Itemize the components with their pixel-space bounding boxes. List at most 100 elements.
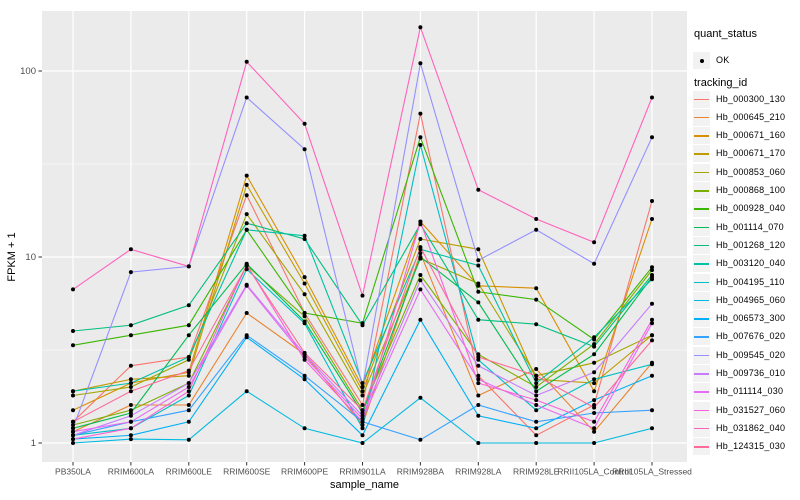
data-point [476,263,481,268]
data-point [650,333,654,338]
data-point [360,381,365,386]
data-point [302,321,307,326]
data-point [302,275,307,280]
data-point [360,416,365,421]
data-point [71,329,75,333]
data-point [592,344,597,349]
data-point [650,217,654,221]
data-point [650,135,654,140]
y-tick-label: 100 [20,66,36,77]
data-point [534,367,539,371]
data-point [71,423,75,427]
data-point [186,393,191,398]
data-point [650,408,654,413]
data-point [360,393,365,398]
data-point [186,303,191,308]
data-point [244,263,249,268]
data-point [128,363,133,368]
x-axis-title: sample_name [330,479,399,491]
data-point [476,363,481,368]
data-point [302,147,307,152]
data-point [418,143,423,147]
data-point [186,437,191,442]
x-tick-label: RRII105LA_Control [557,467,631,477]
x-tick-label: PB350LA [55,467,91,477]
x-tick-label: RRIM928BA [397,467,445,477]
y-tick-label: 10 [25,252,36,263]
data-point [534,419,539,424]
data-point [592,389,597,394]
data-point [128,408,133,413]
data-point [71,389,75,394]
data-point [650,321,654,326]
data-point [71,426,75,431]
data-point [534,381,539,386]
data-point [360,408,365,413]
data-point [71,441,75,445]
y-axis-title: FPKM + 1 [6,232,18,281]
data-point [302,357,307,362]
data-point [302,355,307,359]
data-point [650,362,654,367]
data-point [128,377,133,382]
data-point [360,413,365,418]
data-point [476,413,481,418]
data-point [650,268,654,273]
data-point [476,441,481,445]
data-point [418,251,423,256]
x-tick-label: RRIM600LE [166,467,213,477]
data-point [244,182,249,187]
data-point [186,381,191,386]
data-point [128,419,133,424]
data-point [186,385,191,389]
data-point [302,281,307,286]
data-point [650,273,654,277]
data-point [71,437,75,442]
data-point [650,265,654,270]
data-point [592,240,597,245]
data-point [592,441,597,445]
data-point [592,381,597,386]
data-point [534,398,539,403]
data-point [360,423,365,427]
data-point [650,373,654,378]
data-point [534,426,539,431]
data-point [650,338,654,343]
x-tick-label: RRII105LA_Stressed [612,467,692,477]
data-point [476,300,481,305]
data-point [650,199,654,203]
data-point [534,377,539,382]
data-point [128,411,133,415]
data-point [476,281,481,286]
x-tick-label: RRIM928LE [513,467,560,477]
data-point [476,187,481,192]
data-point [128,433,133,438]
data-point [476,373,481,378]
data-point [592,335,597,340]
data-point [534,403,539,407]
data-point [128,413,133,418]
data-point [302,314,307,319]
data-point [244,95,249,100]
data-point [360,426,365,431]
data-point [128,403,133,407]
data-point [592,370,597,375]
data-point [592,377,597,382]
data-point [650,426,654,431]
data-point [418,317,423,322]
data-point [71,433,75,438]
data-point [71,408,75,413]
data-point [186,368,191,373]
data-point [244,333,249,338]
data-point [534,393,539,398]
data-point [476,317,481,322]
data-point [592,360,597,365]
data-point [302,373,307,378]
data-point [650,317,654,322]
data-point [592,426,597,431]
data-point [244,212,249,217]
data-point [128,333,133,338]
data-point [592,352,597,357]
data-point [360,323,365,328]
